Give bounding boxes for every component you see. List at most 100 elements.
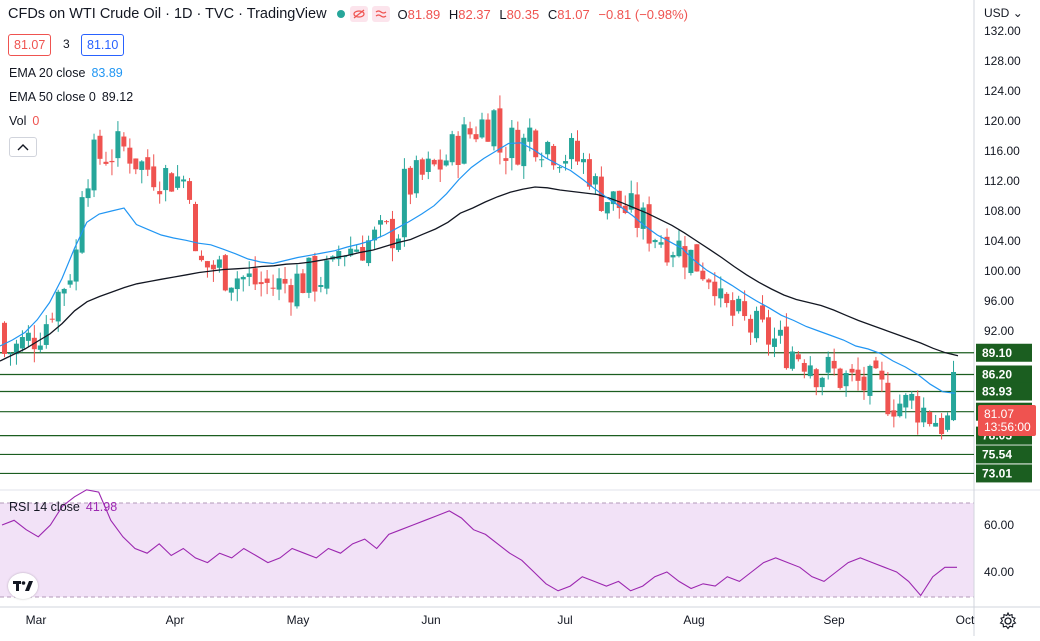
candle-body (67, 280, 73, 285)
time-tick-label: Sep (823, 613, 845, 627)
time-tick-label: Mar (26, 613, 47, 627)
time-tick-label: Apr (166, 613, 185, 627)
candle-body (157, 191, 163, 195)
candle-body (139, 161, 145, 170)
candle-body (7, 353, 13, 355)
candle-body (354, 249, 360, 252)
eye-off-icon[interactable] (349, 6, 368, 22)
ema20-legend[interactable]: EMA 20 close 83.89 (9, 66, 123, 80)
candle-body (366, 240, 372, 264)
candle-body (2, 322, 7, 354)
candle-body (945, 415, 951, 430)
time-tick-label: May (287, 613, 310, 627)
buy-price-button[interactable]: 81.10 (81, 34, 125, 56)
candle-body (115, 131, 121, 159)
price-level-label: 83.93 (982, 385, 1012, 399)
candle-body (777, 329, 783, 336)
candle-body (455, 135, 461, 165)
candle-body (939, 417, 945, 435)
candle-body (85, 188, 91, 199)
candle-body (312, 255, 318, 292)
candle-body (49, 318, 55, 320)
candle-body (234, 278, 240, 290)
ohlc-readout: O81.89 H82.37 L80.35 C81.07 −0.81 (−0.98… (398, 7, 693, 22)
candle-body (318, 285, 324, 287)
close-value: 81.07 (557, 6, 590, 22)
vol-legend[interactable]: Vol 0 (9, 114, 39, 128)
candle-body (837, 368, 843, 388)
rsi-tick-label: 60.00 (984, 518, 1014, 532)
chevron-up-icon (17, 144, 29, 151)
candle-body (324, 260, 330, 289)
candle-body (670, 255, 676, 258)
price-tick-label: 104.00 (984, 234, 1021, 248)
candle-body (473, 134, 479, 140)
candle-body (557, 167, 563, 169)
open-label: O (397, 6, 408, 22)
price-level-badge (976, 464, 1032, 483)
time-tick-label: Oct (956, 613, 975, 627)
candle-body (55, 291, 61, 322)
candle-body (282, 278, 288, 284)
candle-body (342, 256, 348, 258)
candle-body (879, 370, 885, 380)
candle-body (825, 356, 831, 373)
tradingview-logo-icon[interactable] (8, 573, 38, 599)
candle-body (485, 119, 491, 142)
candle-body (682, 246, 688, 268)
candle-body (181, 179, 187, 182)
candle-body (497, 108, 503, 153)
waves-icon[interactable] (371, 6, 390, 22)
candle-body (145, 157, 151, 170)
candle-body (867, 365, 873, 396)
ema50-legend[interactable]: EMA 50 close 0 89.12 (9, 90, 133, 104)
candle-body (216, 259, 222, 268)
candle-body (688, 249, 694, 274)
rsi-legend[interactable]: RSI 14 close 41.98 (9, 500, 117, 514)
candle-body (539, 159, 545, 161)
ema20-line (0, 142, 956, 394)
candle-body (425, 158, 431, 172)
candle-body (437, 159, 443, 170)
vol-label: Vol (9, 114, 27, 128)
candle-body (610, 191, 616, 205)
time-tick-label: Aug (683, 613, 704, 627)
candle-body (61, 288, 67, 294)
countdown-value: 13:56:00 (984, 420, 1031, 434)
sell-price-button[interactable]: 81.07 (8, 34, 52, 56)
candle-body (915, 396, 921, 423)
candle-body (151, 166, 157, 188)
price-axis-ticks: 132.00 128.00 124.00 120.00 116.00 112.00 108.… (984, 24, 1021, 338)
candle-body (449, 134, 455, 163)
candle-body (276, 278, 282, 290)
candle-body (91, 139, 97, 191)
candle-body (467, 128, 473, 135)
candle-body (819, 377, 825, 388)
ema50-value: 89.12 (101, 90, 134, 104)
candle-body (658, 242, 664, 245)
price-tick-label: 124.00 (984, 84, 1021, 98)
candle-body (724, 293, 730, 304)
candle-body (551, 145, 557, 166)
rsi-label: RSI 14 close (9, 500, 80, 514)
candles (2, 95, 957, 440)
candle-body (712, 281, 718, 297)
candle-body (306, 257, 312, 293)
candle-body (461, 124, 467, 164)
candle-body (79, 197, 85, 253)
collapse-legend-button[interactable] (9, 137, 37, 157)
ema20-value: 83.89 (91, 66, 123, 80)
settings-gear-icon[interactable] (998, 611, 1018, 631)
candle-body (676, 240, 682, 257)
price-tick-label: 112.00 (984, 174, 1020, 188)
candle-body (652, 240, 658, 243)
symbol-title[interactable]: CFDs on WTI Crude Oil · 1D · TVC · Tradi… (8, 6, 327, 22)
currency-selector[interactable]: USD ⌄ (984, 6, 1023, 20)
candle-body (855, 369, 861, 381)
price-tick-label: 132.00 (984, 24, 1021, 38)
price-level-badge (976, 365, 1032, 384)
candle-body (563, 161, 569, 164)
candle-body (706, 279, 712, 283)
